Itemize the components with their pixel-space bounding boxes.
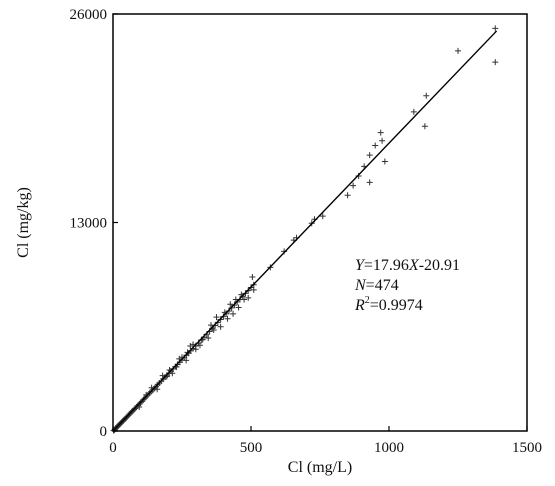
data-point: [207, 322, 214, 329]
y-tick-label: 0: [100, 424, 108, 440]
data-point: [235, 304, 242, 311]
data-point: [455, 47, 461, 54]
x-tick-label: 1000: [374, 440, 404, 456]
r-squared: R2=0.9974: [354, 295, 423, 314]
data-point: [136, 403, 143, 410]
regression-equation: Y=17.96X-20.91: [355, 257, 460, 274]
data-point: [192, 346, 199, 353]
y-tick-label: 13000: [70, 216, 108, 232]
data-point: [344, 192, 351, 199]
data-point: [492, 25, 499, 32]
data-point: [492, 59, 499, 66]
data-point: [159, 372, 166, 379]
data-point: [232, 296, 239, 303]
sample-count-label: N: [354, 277, 367, 294]
data-point: [183, 357, 190, 364]
r-squared-label: R: [354, 297, 365, 314]
x-tick-label: 500: [240, 440, 263, 456]
data-point: [366, 179, 373, 186]
r-squared-value: =0.9974: [370, 297, 423, 314]
data-point: [319, 213, 326, 220]
data-point: [213, 314, 220, 321]
data-point: [230, 310, 237, 317]
y-axis-label: Cl (mg/kg): [15, 187, 32, 258]
r-squared-superscript: 2: [365, 295, 370, 306]
equation-coef: =17.96: [364, 257, 409, 274]
data-point: [245, 294, 252, 301]
equation-var-y: Y: [355, 257, 366, 274]
data-point: [205, 334, 212, 341]
data-point: [350, 182, 357, 189]
data-point: [217, 323, 224, 330]
sample-count: N=474: [354, 277, 399, 294]
data-point: [377, 129, 384, 136]
statistics-annotation: Y=17.96X-20.91 N=474 R2=0.9974: [354, 257, 460, 314]
data-point: [379, 137, 386, 144]
sample-count-value: =474: [366, 277, 399, 294]
data-point: [241, 296, 248, 303]
data-point: [227, 301, 234, 308]
data-point: [249, 274, 256, 281]
data-point: [366, 152, 373, 159]
x-tick-label: 0: [109, 440, 117, 456]
axis-ticks: 0 500 1000 1500 0 13000 26000: [70, 7, 543, 456]
x-tick-label: 1500: [512, 440, 542, 456]
data-point: [423, 92, 430, 99]
regression-line: [112, 30, 498, 432]
data-point: [381, 158, 388, 165]
data-point: [154, 386, 161, 393]
data-point: [169, 370, 176, 377]
data-point: [372, 142, 379, 149]
y-tick-label: 26000: [70, 7, 108, 23]
data-point: [196, 342, 203, 349]
equation-intercept: -20.91: [419, 257, 460, 274]
data-point: [210, 326, 217, 333]
data-point: [224, 315, 231, 322]
x-axis-label: Cl (mg/L): [288, 459, 352, 476]
data-point: [410, 108, 417, 115]
equation-var-x: X: [408, 257, 420, 274]
data-point: [250, 286, 257, 293]
data-point: [190, 341, 197, 348]
data-point: [421, 123, 428, 130]
